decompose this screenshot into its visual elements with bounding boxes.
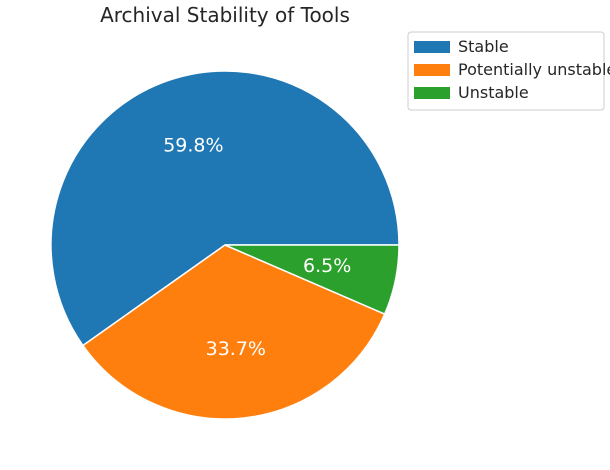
chart-title: Archival Stability of Tools — [100, 3, 350, 27]
pie-slice-labels: 59.8% 33.7% 6.5% — [163, 135, 351, 360]
slice-percent-label: 6.5% — [303, 255, 351, 277]
legend-swatch — [414, 87, 450, 99]
pie-slice-unstable — [224, 244, 400, 315]
legend-entries: Stable Potentially unstable Unstable — [414, 37, 610, 102]
legend: Stable Potentially unstable Unstable — [407, 31, 610, 111]
legend-label: Unstable — [458, 83, 529, 102]
legend-swatch — [414, 41, 450, 53]
legend-swatch — [414, 64, 450, 76]
pie-slices — [50, 70, 400, 420]
legend-label: Stable — [458, 37, 509, 56]
pie-slice-stable — [50, 70, 400, 347]
slice-percent-label: 59.8% — [163, 135, 223, 157]
pie-slice-potentially-unstable — [82, 244, 386, 420]
legend-frame — [407, 31, 605, 111]
legend-label: Potentially unstable — [458, 60, 610, 79]
slice-percent-label: 33.7% — [206, 338, 266, 360]
